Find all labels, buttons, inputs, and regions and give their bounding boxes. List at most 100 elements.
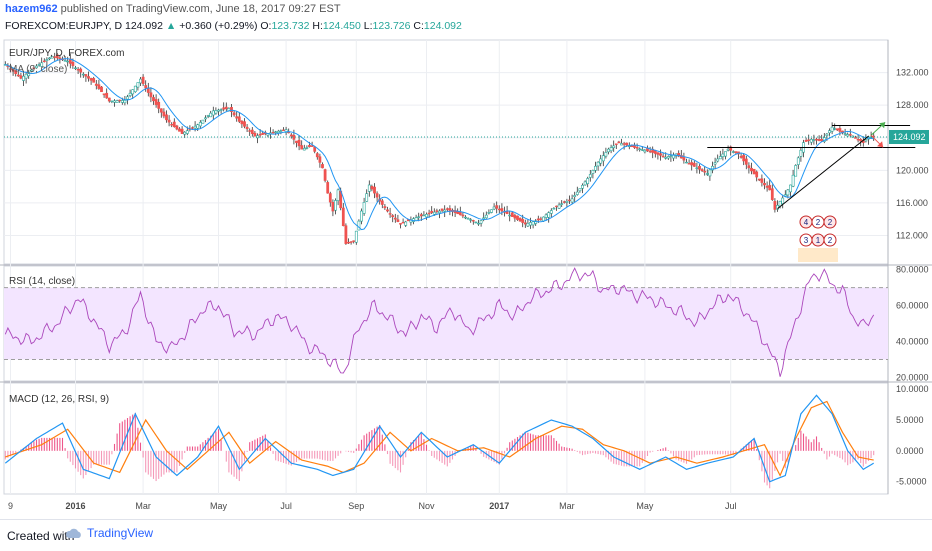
candle-body (133, 85, 137, 93)
price-tick-label: 128.000 (896, 100, 929, 110)
candle-body (856, 138, 860, 141)
candle-body (627, 145, 631, 147)
candle-body (692, 162, 696, 167)
macd-tick-label: 10.0000 (896, 384, 929, 394)
candle-body (542, 216, 545, 222)
candle-body (240, 120, 244, 125)
candle-body (835, 128, 839, 131)
up-arrow-icon: ▲ (165, 20, 177, 32)
macd-line (4, 394, 875, 483)
rsi-tick-label: 20.0000 (896, 372, 929, 382)
candle-body (661, 155, 665, 158)
candle-body (42, 60, 46, 63)
candle-body (289, 134, 293, 137)
candle-body (313, 146, 317, 152)
candle-body (432, 211, 436, 215)
rsi-tick-label: 60.0000 (896, 301, 929, 311)
candle-body (258, 134, 262, 136)
candle-body (71, 61, 75, 66)
candle-body (523, 222, 527, 225)
author-name[interactable]: hazem962 (5, 3, 58, 15)
current-price-badge (889, 129, 929, 144)
candle-body (214, 110, 218, 114)
x-tick-label: May (636, 501, 654, 511)
candle-body (360, 210, 363, 222)
ma-indicator-label: MA (9, close) (9, 64, 67, 75)
candle-body (53, 56, 57, 58)
candle-body (211, 110, 215, 116)
candle-body (617, 141, 621, 144)
candle-body (45, 59, 49, 61)
candle-body (864, 139, 868, 142)
symbol-name: FOREXCOM:EURJPY, D (5, 20, 123, 32)
candle-body (513, 214, 517, 219)
candle-body (19, 75, 23, 79)
tradingview-logo[interactable]: TradingView (65, 526, 153, 540)
x-tick-label: Jul (280, 501, 292, 511)
candle-body (825, 133, 829, 136)
candle-body (547, 212, 551, 218)
rising-support (777, 135, 869, 210)
candle-body (131, 89, 135, 95)
candle-body (48, 57, 51, 60)
candle-body (196, 124, 200, 129)
candle-body (175, 125, 179, 130)
candle-body (565, 200, 569, 203)
candle-body (430, 210, 434, 213)
price-tick-label: 120.000 (896, 165, 929, 175)
candle-body (328, 193, 332, 203)
candle-body (66, 60, 70, 63)
x-tick-label: Nov (418, 501, 435, 511)
candle-body (126, 96, 129, 100)
candle-body (276, 130, 280, 134)
rsi-tick-label: 40.0000 (896, 336, 929, 346)
candle-body (222, 107, 226, 110)
candle-body (633, 145, 636, 148)
candle-body (458, 212, 462, 216)
candle-body (846, 134, 850, 137)
candle-body (703, 170, 707, 173)
candle-body (159, 108, 163, 113)
candle-body (596, 161, 600, 167)
macd-tick-label: 0.0000 (896, 446, 924, 456)
candle-body (308, 145, 311, 148)
candle-body (721, 153, 725, 157)
pane-2 (3, 382, 889, 495)
price-tick-label: 112.000 (896, 230, 928, 240)
candle-body (154, 99, 158, 105)
candle-body (609, 147, 613, 152)
candle-body (180, 128, 184, 134)
candle-body (24, 73, 28, 79)
candle-body (230, 107, 233, 112)
candle-body (172, 121, 176, 128)
candle-body (648, 150, 652, 153)
candle-body (178, 128, 181, 132)
candle-body (404, 221, 408, 226)
candle-body (781, 197, 785, 204)
candle-body (144, 85, 148, 89)
candle-body (620, 143, 623, 146)
candle-body (477, 222, 480, 225)
candle-body (765, 185, 769, 188)
candle-body (271, 131, 275, 134)
candle-body (640, 149, 644, 151)
candle-body (544, 214, 548, 218)
candle-body (638, 148, 642, 150)
candle-body (466, 218, 470, 220)
candle-body (40, 62, 44, 67)
current-price-label: 124.092 (893, 132, 926, 142)
candle-body (141, 76, 145, 84)
candle-body (773, 201, 777, 210)
candle-body (479, 220, 483, 224)
candle-body (191, 127, 194, 129)
candle-body (253, 132, 257, 137)
x-tick-label: Mar (559, 501, 575, 511)
candle-body (443, 209, 447, 212)
candle-body (747, 165, 751, 169)
candle-body (770, 188, 774, 200)
candle-body (76, 68, 80, 71)
candle-body (435, 210, 439, 212)
candle-body (380, 200, 384, 205)
candle-body (295, 140, 298, 143)
chart-canvas[interactable]: 132.000128.000124.000120.000116.000112.0… (0, 0, 932, 519)
